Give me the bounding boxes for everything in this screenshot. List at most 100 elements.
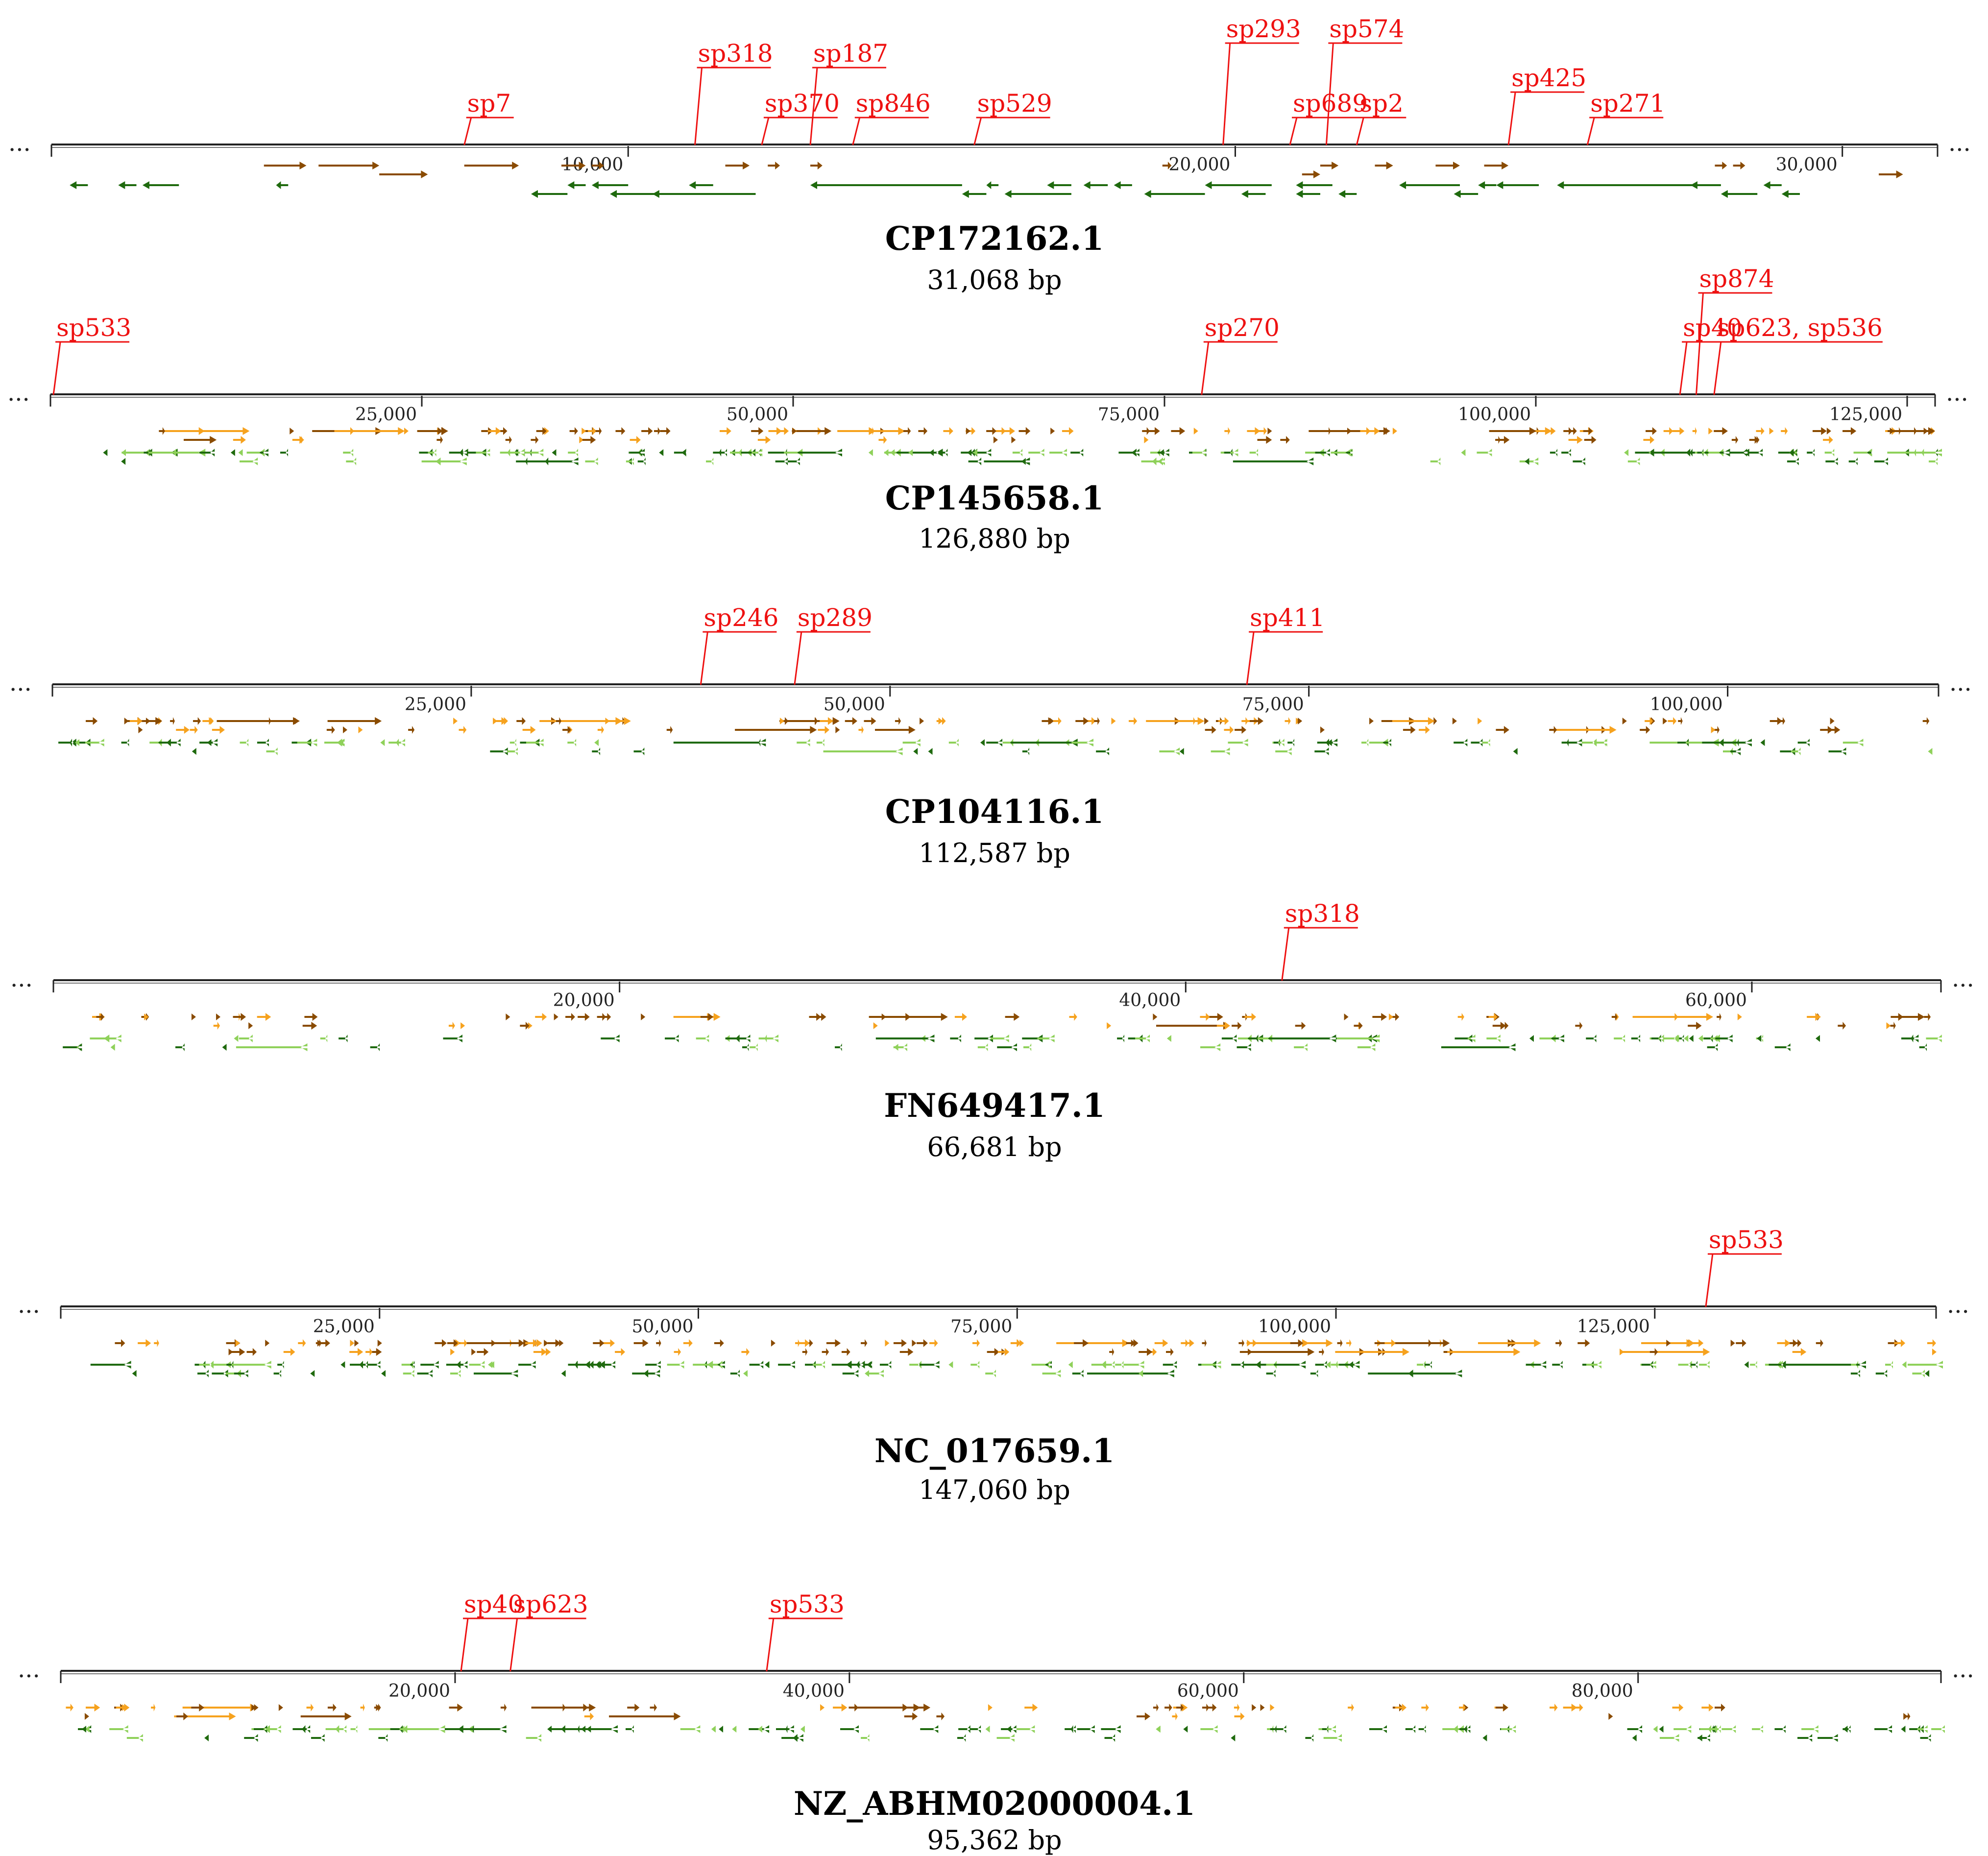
reverse-gene — [368, 1725, 445, 1733]
forward-gene — [1555, 1339, 1562, 1347]
spacer-annotation[interactable]: sp293 — [1222, 15, 1301, 145]
reverse-gene — [800, 1726, 805, 1733]
forward-gene — [1224, 427, 1231, 435]
spacer-annotation[interactable]: sp187 — [809, 39, 888, 145]
forward-gene — [1392, 428, 1397, 434]
reverse-gene — [292, 1725, 306, 1733]
forward-gene — [124, 718, 129, 724]
spacer-leader-line — [1679, 341, 1688, 395]
forward-gene — [1388, 1013, 1393, 1020]
spacer-leader-line — [852, 117, 861, 145]
spacer-annotation[interactable]: sp370 — [761, 89, 840, 145]
spacer-annotation[interactable]: sp533 — [1705, 1226, 1784, 1307]
spacer-annotation[interactable]: sp270 — [1201, 313, 1280, 395]
reverse-gene — [1248, 1361, 1306, 1369]
reverse-gene — [359, 1361, 368, 1369]
forward-gene — [1826, 726, 1841, 734]
reverse-gene — [742, 1043, 749, 1051]
reverse-gene — [1486, 1035, 1501, 1042]
spacer-annotation[interactable]: sp246 — [700, 603, 778, 685]
spacer-annotation[interactable]: sp289 — [794, 603, 873, 685]
forward-gene — [547, 1339, 561, 1347]
spacer-annotation[interactable]: sp318 — [694, 39, 773, 145]
forward-gene — [1756, 427, 1765, 435]
reverse-gene — [1068, 1361, 1073, 1368]
reverse-gene — [938, 449, 948, 457]
spacer-annotation[interactable]: sp846 — [852, 89, 931, 145]
reverse-gene — [1729, 449, 1749, 457]
forward-gene — [654, 427, 660, 435]
reverse-gene — [689, 181, 713, 189]
reverse-gene — [207, 739, 212, 746]
forward-gene — [1247, 427, 1261, 435]
reverse-gene — [1851, 1361, 1858, 1369]
forward-gene — [481, 427, 493, 435]
forward-gene — [1369, 718, 1374, 724]
forward-gene — [84, 1713, 89, 1720]
reverse-gene — [1714, 1035, 1733, 1042]
forward-gene — [768, 427, 782, 435]
forward-gene — [701, 1013, 713, 1021]
forward-gene — [1146, 717, 1205, 725]
reverse-gene — [667, 1361, 684, 1369]
reverse-gene — [1902, 1361, 1907, 1368]
forward-gene — [1478, 718, 1482, 724]
forward-gene — [404, 428, 409, 434]
spacer-annotation[interactable]: sp411 — [1246, 603, 1325, 685]
spacer-annotation[interactable]: sp425 — [1507, 64, 1586, 145]
reverse-gene — [1801, 1725, 1818, 1733]
reverse-gene — [665, 1035, 679, 1042]
forward-gene — [379, 170, 428, 178]
forward-gene — [873, 1022, 878, 1029]
reverse-gene — [913, 748, 918, 755]
forward-gene — [1232, 1022, 1242, 1030]
reverse-gene — [63, 739, 73, 747]
reverse-gene — [1012, 449, 1023, 457]
reverse-gene — [1874, 1725, 1892, 1733]
reverse-gene — [630, 449, 642, 457]
forward-gene — [863, 1704, 931, 1711]
spacer-annotation[interactable]: sp529 — [973, 89, 1052, 145]
forward-gene — [1360, 427, 1371, 435]
spacer-leader-line — [1695, 292, 1704, 395]
forward-gene — [580, 717, 631, 725]
spacer-annotation[interactable]: sp874 — [1695, 265, 1774, 395]
forward-gene — [434, 427, 447, 435]
spacer-annotation[interactable]: sp574 — [1325, 15, 1404, 145]
spacer-annotation[interactable]: sp40 — [460, 1590, 524, 1672]
gene-track — [63, 1013, 1942, 1051]
reverse-gene — [997, 1043, 1017, 1051]
reverse-gene — [175, 1043, 185, 1051]
reverse-gene — [867, 1361, 872, 1368]
reverse-gene — [842, 1370, 859, 1377]
reverse-gene — [1825, 458, 1838, 465]
spacer-annotation[interactable]: sp533 — [766, 1590, 845, 1672]
spacer-annotation[interactable]: sp318 — [1281, 899, 1360, 981]
spacer-annotation[interactable]: sp533 — [52, 313, 131, 395]
forward-gene — [1649, 1348, 1658, 1356]
forward-gene — [1668, 717, 1677, 725]
reverse-gene — [711, 1726, 716, 1733]
reverse-gene — [1405, 1725, 1416, 1733]
reverse-gene — [765, 1361, 770, 1368]
forward-gene — [1005, 1013, 1020, 1021]
reverse-gene — [1070, 449, 1084, 457]
reverse-gene — [266, 1725, 281, 1733]
gene-track — [90, 1339, 1943, 1377]
forward-gene — [1337, 1339, 1343, 1347]
reverse-gene — [1929, 458, 1938, 465]
reverse-gene — [1072, 1370, 1084, 1377]
spacer-annotation[interactable]: sp2 — [1356, 89, 1406, 145]
reverse-gene — [835, 1043, 842, 1051]
reverse-gene — [1744, 1361, 1749, 1368]
spacer-annotation[interactable]: sp40 — [1679, 313, 1743, 395]
spacer-annotation[interactable]: sp623 — [509, 1590, 588, 1672]
reverse-gene — [1034, 1035, 1055, 1042]
spacer-annotation[interactable]: sp623, sp536 — [1713, 313, 1883, 395]
spacer-annotation[interactable]: sp271 — [1586, 89, 1665, 145]
spacer-label: sp529 — [977, 89, 1052, 118]
reverse-gene — [1441, 1043, 1516, 1051]
axis-tick-label: 100,000 — [1258, 1317, 1331, 1337]
forward-gene — [1181, 1339, 1189, 1347]
spacer-annotation[interactable]: sp7 — [463, 89, 514, 145]
